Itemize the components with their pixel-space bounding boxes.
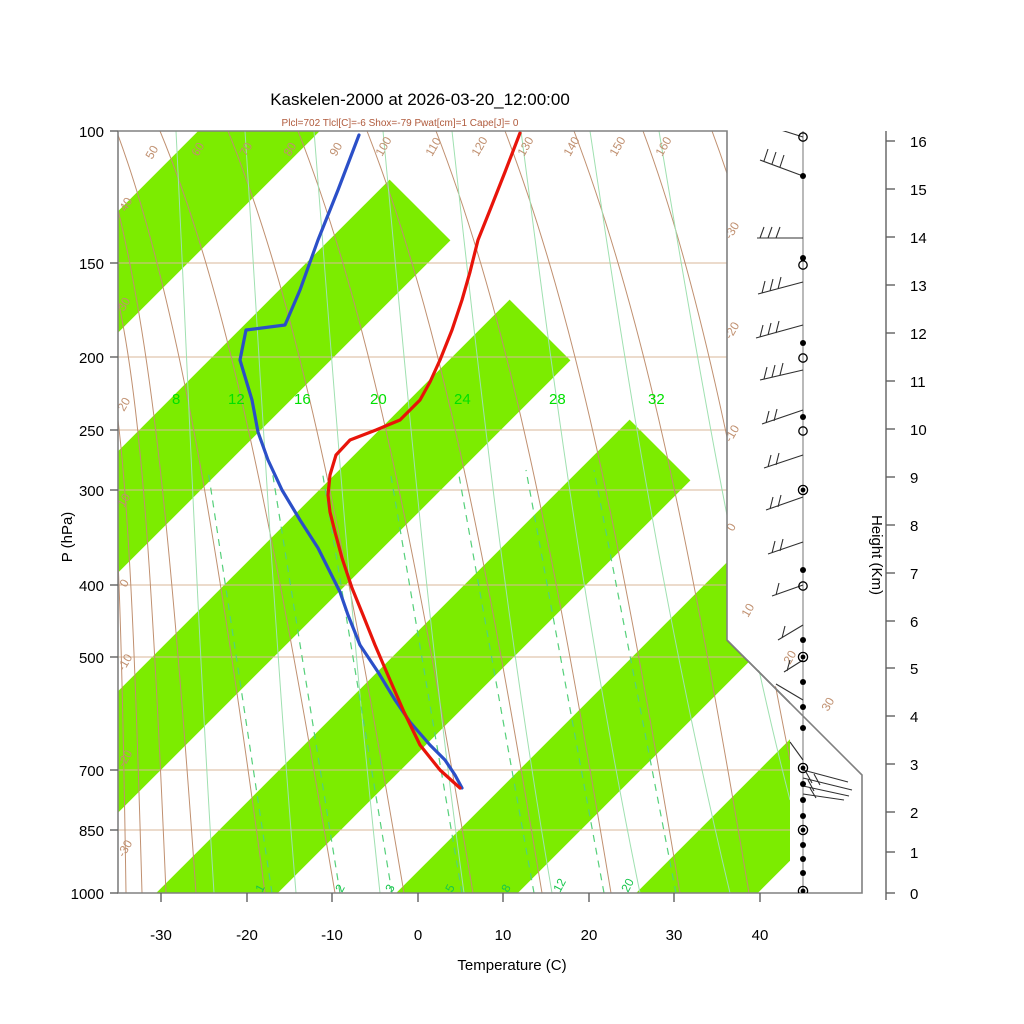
svg-text:6: 6 [910,614,918,631]
svg-text:13: 13 [910,278,927,295]
temperature-axis-title: Temperature (C) [457,957,566,974]
svg-text:16: 16 [910,134,927,151]
svg-text:0: 0 [910,886,918,903]
svg-text:2: 2 [332,882,348,895]
svg-text:4: 4 [910,709,918,726]
pressure-tick-labels: 100 150 200 250 300 400 500 700 850 1000 [71,124,104,903]
svg-text:80: 80 [280,140,299,159]
svg-text:5: 5 [442,882,458,895]
svg-text:50: 50 [142,143,161,162]
mixing-ratio-lines [207,469,677,893]
plot-background [118,131,790,893]
wind-barb-flags [755,131,853,801]
svg-text:70: 70 [236,140,255,159]
mixing-ratio-labels: 1 2 3 5 8 12 20 [252,876,637,895]
svg-text:150: 150 [79,256,104,273]
temperature-axis: -30 -20 -10 0 10 20 30 40 Temperature (C… [150,893,768,974]
svg-text:28: 28 [549,391,566,408]
dewpoint-curve [238,133,464,790]
svg-text:90: 90 [326,140,345,159]
svg-text:10: 10 [495,927,512,944]
temperature-curve [326,131,522,790]
svg-text:3: 3 [910,757,918,774]
svg-text:200: 200 [79,350,104,367]
svg-text:100: 100 [79,124,104,141]
page-title: Kaskelen-2000 at 2026-03-20_12:00:00 [270,90,570,109]
svg-text:15: 15 [910,182,927,199]
svg-text:60: 60 [188,140,207,159]
svg-text:1: 1 [252,882,268,895]
svg-text:300: 300 [79,483,104,500]
svg-text:20: 20 [581,927,598,944]
svg-text:16: 16 [294,391,311,408]
svg-text:0: 0 [414,927,422,944]
svg-text:9: 9 [910,470,918,487]
svg-text:8: 8 [910,518,918,535]
height-axis: 16 15 14 13 12 11 10 9 8 7 6 5 4 3 2 1 0… [868,131,927,903]
pressure-axis: 100 150 200 250 300 400 500 700 850 1000… [59,124,118,903]
svg-text:30: 30 [818,695,837,714]
moist-adiabat-lines [175,131,790,893]
svg-text:1000: 1000 [71,886,104,903]
svg-text:8: 8 [498,882,514,895]
svg-text:1: 1 [910,845,918,862]
svg-text:500: 500 [79,650,104,667]
svg-text:250: 250 [79,423,104,440]
pressure-axis-title: P (hPa) [59,512,76,563]
svg-text:850: 850 [79,823,104,840]
svg-text:24: 24 [454,391,471,408]
height-axis-title: Height (Km) [868,515,885,595]
svg-text:8: 8 [172,391,180,408]
svg-text:2: 2 [910,805,918,822]
height-tick-labels: 16 15 14 13 12 11 10 9 8 7 6 5 4 3 2 1 0 [910,134,927,903]
svg-text:14: 14 [910,230,927,247]
svg-text:5: 5 [910,661,918,678]
svg-text:-20: -20 [236,927,258,944]
svg-text:3: 3 [382,882,398,895]
svg-text:12: 12 [910,326,927,343]
wind-barb-panel [755,131,853,893]
svg-text:12: 12 [228,391,245,408]
svg-text:40: 40 [752,927,769,944]
svg-text:32: 32 [648,391,665,408]
svg-text:20: 20 [780,648,799,667]
svg-text:20: 20 [370,391,387,408]
wind-barb-markers [797,132,809,893]
svg-text:700: 700 [79,763,104,780]
svg-text:10: 10 [910,422,927,439]
theta-e-labels: 8 12 16 20 24 28 32 [172,391,665,408]
svg-text:11: 11 [910,374,926,391]
svg-text:400: 400 [79,578,104,595]
svg-text:30: 30 [666,927,683,944]
indices-subtitle: Plcl=702 Tlcl[C]=-6 Shox=-79 Pwat[cm]=1 … [282,118,519,129]
temperature-tick-labels: -30 -20 -10 0 10 20 30 40 [150,927,768,944]
svg-text:-10: -10 [321,927,343,944]
svg-text:10: 10 [738,601,757,620]
svg-text:7: 7 [910,566,918,583]
svg-text:-30: -30 [150,927,172,944]
